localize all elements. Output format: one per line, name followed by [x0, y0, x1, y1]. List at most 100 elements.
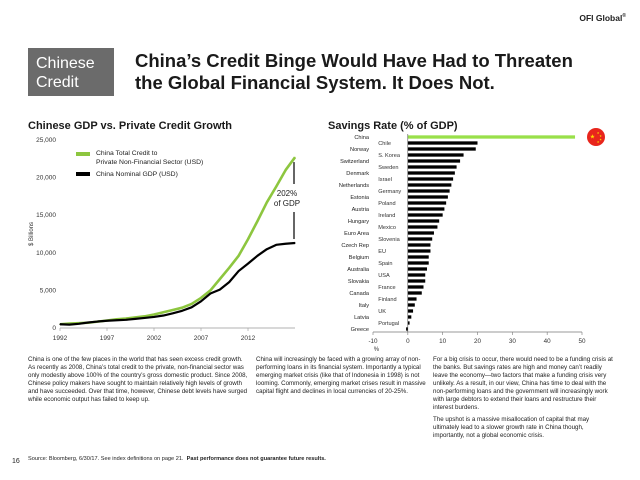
- data-point: [238, 255, 240, 257]
- source-note: Source: Bloomberg, 6/30/17. See index de…: [28, 456, 326, 462]
- category-label: Chile: [378, 141, 391, 147]
- flag-star-icon: ★: [597, 140, 600, 144]
- bar: [407, 255, 429, 259]
- category-label: Hungary: [348, 219, 369, 225]
- data-point: [228, 281, 230, 283]
- bar: [407, 165, 457, 169]
- data-point: [285, 169, 287, 171]
- data-point: [200, 300, 202, 302]
- data-point: [115, 319, 117, 321]
- body-text-column-1: China is one of the few places in the wo…: [28, 356, 248, 408]
- data-point: [294, 156, 296, 158]
- data-point: [285, 243, 287, 245]
- category-label: Netherlands: [339, 183, 369, 189]
- y-axis-label: $ Billions: [29, 222, 35, 246]
- body-text-column-2: China will increasingly be faced with a …: [256, 356, 426, 400]
- data-point: [247, 263, 249, 265]
- category-label: Australia: [347, 267, 370, 273]
- category-label: Euro Area: [344, 231, 370, 237]
- bar: [407, 309, 414, 313]
- bar: [407, 291, 422, 295]
- category-label: Greece: [351, 327, 369, 333]
- data-point: [200, 297, 202, 299]
- bar: [407, 195, 448, 199]
- body-text-column-3: For a big crisis to occur, there would n…: [433, 356, 613, 444]
- bar: [407, 153, 464, 157]
- bar: [407, 303, 415, 307]
- bar: [407, 147, 476, 151]
- source-text: Source: Bloomberg, 6/30/17. See index de…: [28, 456, 184, 462]
- data-point: [191, 303, 193, 305]
- bar: [407, 135, 576, 139]
- category-label: Mexico: [378, 225, 396, 231]
- data-point: [247, 238, 249, 240]
- bar: [407, 141, 478, 145]
- china-flag-icon: [587, 128, 605, 146]
- data-point: [97, 320, 99, 323]
- data-point: [266, 248, 268, 250]
- y-tick-label: 20,000: [36, 175, 56, 182]
- category-label: USA: [378, 273, 390, 279]
- data-point: [238, 270, 240, 272]
- category-label: Ireland: [378, 213, 395, 219]
- series-line: [59, 241, 296, 326]
- data-point: [125, 319, 127, 321]
- series-line: [59, 156, 297, 326]
- category-label: Belgium: [349, 255, 370, 261]
- data-point: [162, 314, 164, 317]
- x-tick-label: 2007: [194, 335, 209, 342]
- category-label: Italy: [359, 303, 369, 309]
- data-point: [162, 311, 164, 313]
- category-label: Czech Rep: [341, 243, 369, 249]
- legend-label: China Nominal GDP (USD): [96, 171, 178, 178]
- bar: [407, 159, 461, 163]
- bar: [407, 183, 452, 187]
- data-point: [106, 320, 108, 322]
- bar: [407, 177, 454, 181]
- bar: [407, 189, 450, 193]
- data-point: [181, 310, 183, 312]
- annotation-text: of GDP: [274, 199, 300, 208]
- category-label: Spain: [378, 261, 392, 267]
- category-label: Slovenia: [378, 237, 400, 243]
- data-point: [275, 186, 277, 188]
- category-label: France: [378, 285, 395, 291]
- x-tick-label: 30: [509, 338, 517, 345]
- paragraph: China will increasingly be faced with a …: [256, 356, 426, 395]
- y-tick-label: 10,000: [36, 250, 56, 257]
- x-tick-label: 2002: [147, 335, 162, 342]
- x-tick-label: 1992: [53, 335, 68, 342]
- flag-star-icon: ★: [590, 134, 595, 141]
- headline-line: China’s Credit Binge Would Have Had to T…: [135, 50, 573, 71]
- bar: [407, 231, 434, 235]
- data-point: [256, 255, 258, 257]
- section-label-line: Chinese: [36, 55, 95, 72]
- category-label: S. Korea: [378, 153, 401, 159]
- legend-swatch: [76, 152, 90, 156]
- line-chart: 1992 1997 2002 2007 2012 0 5,000 10,000 15,000 20…: [29, 137, 300, 342]
- data-point: [59, 323, 61, 325]
- y-tick-label: 0: [52, 325, 56, 332]
- data-point: [144, 317, 146, 319]
- category-label: Germany: [378, 189, 401, 195]
- data-point: [153, 316, 155, 318]
- data-point: [191, 306, 193, 308]
- data-point: [78, 323, 80, 325]
- data-point: [68, 324, 70, 326]
- data-point: [172, 312, 174, 314]
- flag-star-icon: ★: [597, 131, 600, 135]
- x-tick-label: -10: [368, 338, 378, 345]
- flag-star-icon: ★: [599, 138, 602, 142]
- category-label: Switzerland: [340, 159, 369, 165]
- brand-logo: OFI Global®: [579, 13, 626, 23]
- y-tick-label: 5,000: [40, 287, 57, 294]
- bar: [407, 315, 412, 319]
- data-point: [228, 267, 230, 269]
- bar: [407, 267, 427, 271]
- bar: [407, 213, 443, 217]
- category-label: Finland: [378, 297, 396, 303]
- flag-star-icon: ★: [599, 134, 602, 138]
- disclaimer-text: Past performance does not guarantee futu…: [186, 456, 326, 462]
- data-point: [181, 307, 183, 309]
- data-point: [266, 201, 268, 204]
